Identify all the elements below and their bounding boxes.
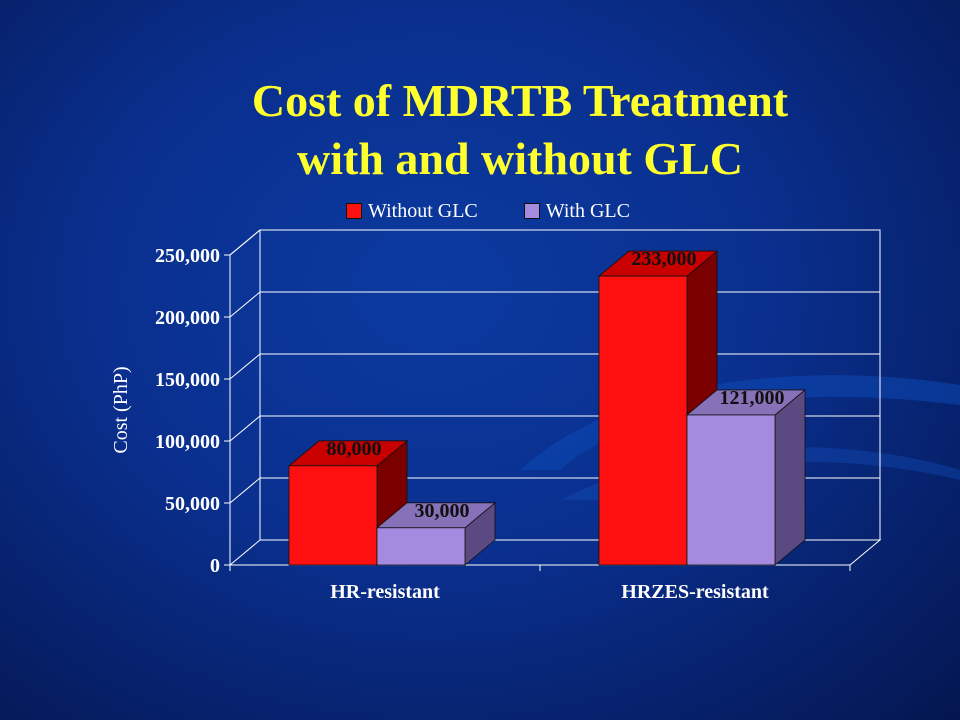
- bar-without-glc: [598, 275, 688, 566]
- y-axis-label: Cost (PhP): [110, 366, 132, 453]
- title-line-2: with and without GLC: [296, 133, 744, 184]
- bar-without-glc: [288, 465, 378, 566]
- legend-swatch-with-glc: [523, 203, 540, 219]
- bar-with-glc: [686, 414, 776, 566]
- gridline-side: [229, 415, 261, 442]
- data-label: 30,000: [415, 500, 470, 522]
- y-tick-label: 250,000: [155, 245, 220, 267]
- y-tick-label: 200,000: [155, 307, 220, 329]
- legend-label-with-glc: With GLC: [545, 199, 630, 222]
- title-line-1: Cost of MDRTB Treatment: [251, 75, 789, 126]
- bar-with-glc: [376, 527, 466, 566]
- legend-item-without-glc: Without GLC: [346, 200, 478, 223]
- y-tick-label: 50,000: [165, 493, 220, 515]
- bar-with-glc-side: [774, 389, 806, 566]
- gridline-side: [229, 229, 261, 256]
- slide-title: Cost of MDRTB Treatment with and without…: [160, 72, 880, 188]
- data-label: 121,000: [720, 387, 785, 409]
- x-tick-label: HRZES-resistant: [621, 581, 769, 603]
- x-tick-label: HR-resistant: [330, 581, 440, 603]
- gridline-side: [229, 291, 261, 318]
- data-label: 233,000: [632, 248, 697, 270]
- data-label: 80,000: [327, 438, 382, 460]
- y-tick-label: 0: [210, 555, 220, 577]
- legend-swatch-without-glc: [346, 203, 362, 219]
- gridline-side: [229, 353, 261, 380]
- legend-label-without-glc: Without GLC: [368, 199, 478, 222]
- legend-item-with-glc: With GLC: [523, 199, 630, 223]
- chart-legend: Without GLC With GLC: [346, 198, 676, 224]
- gridline-side: [229, 477, 261, 504]
- y-tick-label: 150,000: [155, 369, 220, 391]
- y-tick-label: 100,000: [155, 431, 220, 453]
